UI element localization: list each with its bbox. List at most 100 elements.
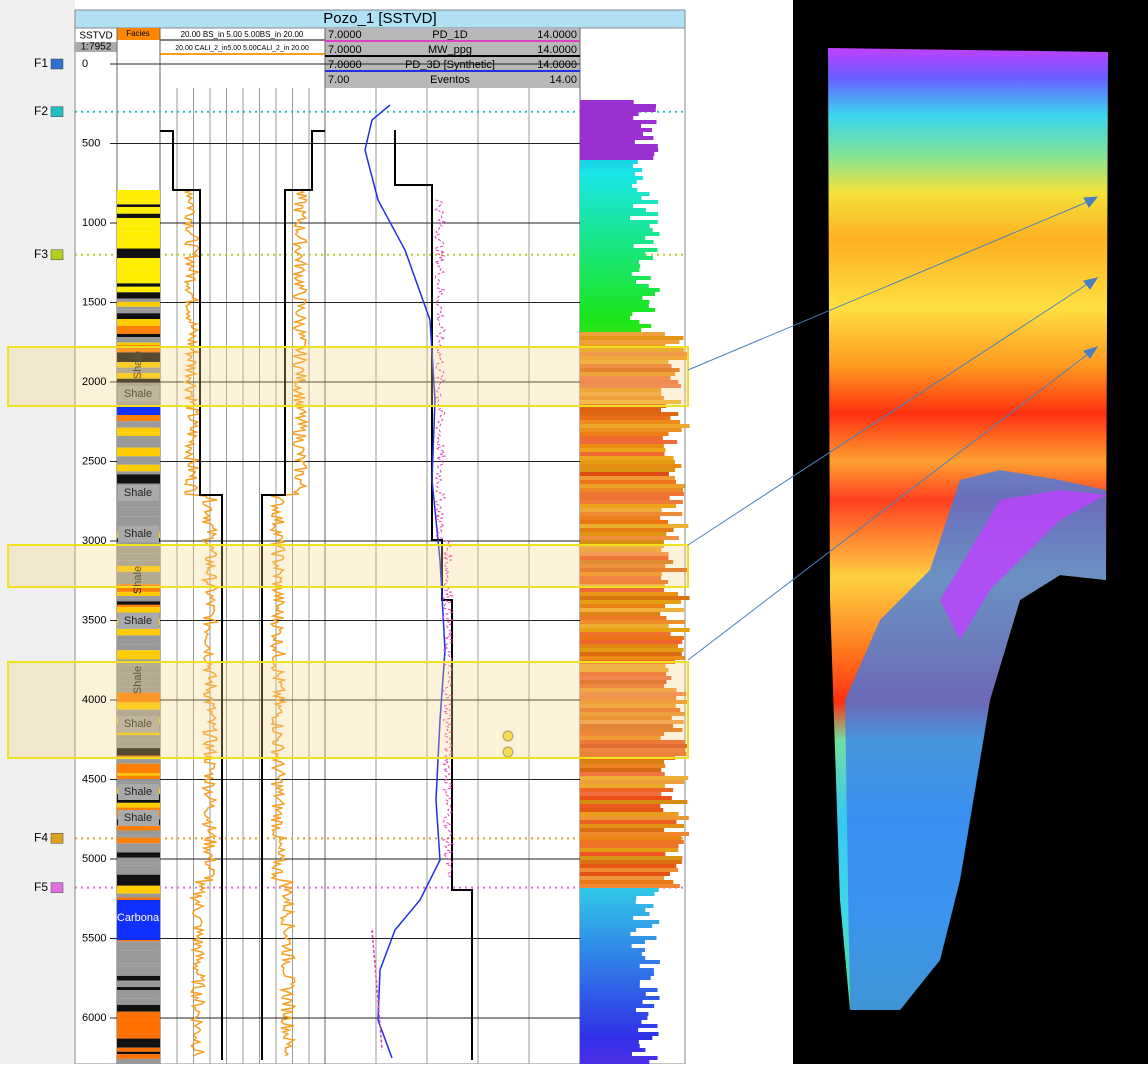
facies-band (117, 687, 160, 693)
track4-bar (580, 460, 675, 464)
track4-bar (580, 1052, 632, 1056)
facies-band (117, 325, 160, 334)
facies-band (117, 598, 160, 602)
track4-bar (580, 468, 676, 472)
track4-bar (580, 636, 684, 640)
facies-band (117, 673, 160, 681)
track4-bar (580, 428, 682, 432)
highlight (7, 346, 689, 407)
track4-bar (580, 932, 631, 936)
lith-label: Shale (124, 528, 152, 540)
track4-bar (580, 212, 659, 216)
track4-bar (580, 880, 674, 884)
facies-band (117, 1019, 160, 1028)
facies-band (117, 1004, 160, 1012)
track4-bar (580, 596, 690, 600)
track4-bar (580, 416, 671, 420)
track4-bar (580, 536, 679, 540)
facies-band (117, 998, 160, 1005)
track4-bar (580, 924, 653, 928)
event (502, 730, 514, 742)
track4-bar (580, 980, 640, 984)
facies-band (117, 195, 160, 199)
track4-bar (580, 464, 682, 468)
depth-tick-label: 5500 (82, 932, 106, 944)
highlight (7, 661, 689, 759)
track4-bar (580, 772, 665, 776)
track4-bar (580, 216, 631, 220)
facies-band (117, 313, 160, 320)
lith-bg (118, 784, 159, 800)
arrows (687, 196, 1099, 661)
track4-bar (580, 532, 667, 536)
track4-bar (580, 1020, 642, 1024)
track4-bar (580, 156, 654, 160)
track4-bar (580, 632, 671, 636)
track4-bar (580, 732, 665, 736)
track4-bar (580, 684, 665, 688)
facies-band (117, 1033, 160, 1039)
track4-bar (580, 624, 669, 628)
track4-bar (580, 172, 635, 176)
facies-band (117, 680, 160, 688)
track4-bar (580, 800, 688, 804)
track4-bar (580, 696, 677, 700)
track4-bar (580, 948, 645, 952)
track4-bar (580, 580, 668, 584)
track4-bar (580, 540, 664, 544)
top-icon (50, 833, 64, 844)
track4-bar (580, 164, 633, 168)
track4-bar (580, 888, 659, 892)
facies-band (117, 413, 160, 422)
track4-bar (580, 712, 685, 716)
facies-band (117, 1014, 160, 1020)
track4-bar (580, 280, 636, 284)
facies-band (117, 735, 160, 741)
facies-band (117, 405, 160, 415)
depth-tick-label: 500 (82, 137, 100, 149)
curve-min: 7.0000 (328, 29, 362, 41)
seismic-lower (845, 470, 1106, 1010)
facies-band (117, 1058, 160, 1068)
facies-band (117, 837, 160, 844)
facies-band (117, 740, 160, 749)
track4-bar (580, 808, 664, 812)
track4-bar (580, 104, 657, 108)
facies-header-bg (117, 28, 160, 40)
facies-band (117, 565, 160, 572)
track4-bar (580, 804, 661, 808)
track4-bar (580, 680, 667, 684)
facies-band (117, 218, 160, 226)
track4-bar (580, 716, 672, 720)
track3-header-bg (325, 28, 580, 88)
track4-bar (580, 356, 688, 360)
track4-bar (580, 240, 654, 244)
lith-bg (118, 910, 159, 926)
depth-tick-label: 4500 (82, 773, 106, 785)
track4-bar (580, 192, 650, 196)
track4-bar (580, 708, 681, 712)
track4-bar (580, 112, 639, 116)
track4-bar (580, 396, 664, 400)
track4-bar (580, 916, 634, 920)
track4-bar (580, 588, 664, 592)
track4-bar (580, 176, 644, 180)
track4-bar (580, 168, 643, 172)
track4-bar (580, 972, 655, 976)
facies-band (117, 550, 160, 554)
track4-bar (580, 1044, 640, 1048)
facies-band (117, 852, 160, 858)
track4-bar (580, 728, 683, 732)
track4-bar (580, 676, 672, 680)
track4-bar (580, 604, 666, 608)
facies-band (117, 516, 160, 526)
track4-bar (580, 264, 641, 268)
track4-bar (580, 300, 650, 304)
track4-bar (580, 516, 661, 520)
track4-bar (580, 376, 671, 380)
track4-bar (580, 188, 638, 192)
facies-band (117, 865, 160, 875)
facies-band (117, 421, 160, 428)
facies-band (117, 270, 160, 277)
facies-band (117, 225, 160, 232)
